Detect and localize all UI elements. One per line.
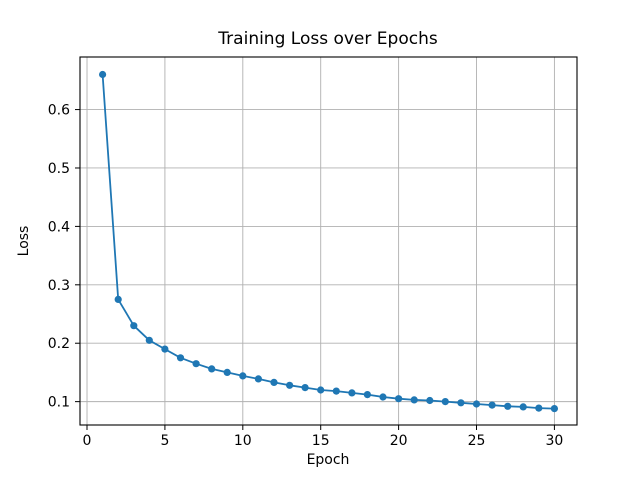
x-tick-label: 25: [468, 433, 486, 449]
axis-ticks: [75, 109, 555, 430]
plot-border: [79, 56, 578, 426]
y-tick-label: 0.5: [48, 161, 70, 177]
y-tick-label: 0.4: [48, 219, 70, 235]
x-tick-label: 15: [312, 433, 330, 449]
data-point-marker: [519, 403, 527, 411]
x-tick-labels: 0 5 10 15 20 25 30: [83, 433, 564, 449]
x-tick-label: 0: [83, 433, 92, 449]
data-point-marker: [192, 360, 200, 368]
data-point-marker: [208, 365, 216, 373]
data-point-marker: [145, 336, 153, 344]
data-point-marker: [317, 386, 325, 394]
data-point-marker: [270, 378, 278, 386]
data-point-marker: [363, 391, 371, 399]
data-point-marker: [286, 381, 294, 389]
loss-line-series: [99, 70, 559, 413]
data-point-marker: [441, 398, 449, 406]
data-point-marker: [472, 400, 481, 408]
data-point-marker: [114, 295, 122, 303]
y-tick-label: 0.6: [48, 103, 70, 119]
data-point-marker: [488, 401, 496, 409]
data-point-marker: [99, 70, 107, 79]
data-point-marker: [457, 399, 465, 407]
data-point-marker: [223, 368, 231, 376]
y-tick-label: 0.1: [48, 395, 70, 411]
data-point-marker: [348, 389, 356, 397]
y-tick-labels: 0.1 0.2 0.3 0.4 0.5 0.6: [48, 103, 70, 411]
data-point-marker: [504, 402, 512, 410]
data-point-marker: [550, 405, 559, 413]
data-point-marker: [535, 404, 543, 412]
data-point-marker: [176, 354, 185, 362]
chart-title: Training Loss over Epochs: [217, 29, 438, 49]
loss-line: [101, 73, 556, 410]
data-point-marker: [130, 322, 138, 330]
gridlines: [80, 57, 577, 425]
data-point-marker: [254, 375, 262, 383]
y-tick-label: 0.3: [48, 278, 70, 294]
x-axis-label: Epoch: [307, 452, 350, 468]
x-tick-label: 30: [545, 433, 563, 449]
data-point-marker: [161, 345, 169, 353]
axes-spines: [79, 56, 578, 426]
data-point-marker: [426, 396, 434, 405]
data-point-marker: [332, 387, 340, 395]
x-tick-label: 5: [160, 433, 169, 449]
x-tick-label: 10: [234, 433, 252, 449]
data-point-marker: [301, 384, 309, 392]
data-point-marker: [239, 372, 247, 380]
data-point-marker: [379, 393, 387, 401]
y-axis-label: Loss: [16, 226, 32, 257]
y-tick-label: 0.2: [48, 336, 70, 352]
data-point-marker: [395, 395, 403, 403]
data-point-marker: [410, 396, 418, 404]
x-tick-label: 20: [390, 433, 408, 449]
